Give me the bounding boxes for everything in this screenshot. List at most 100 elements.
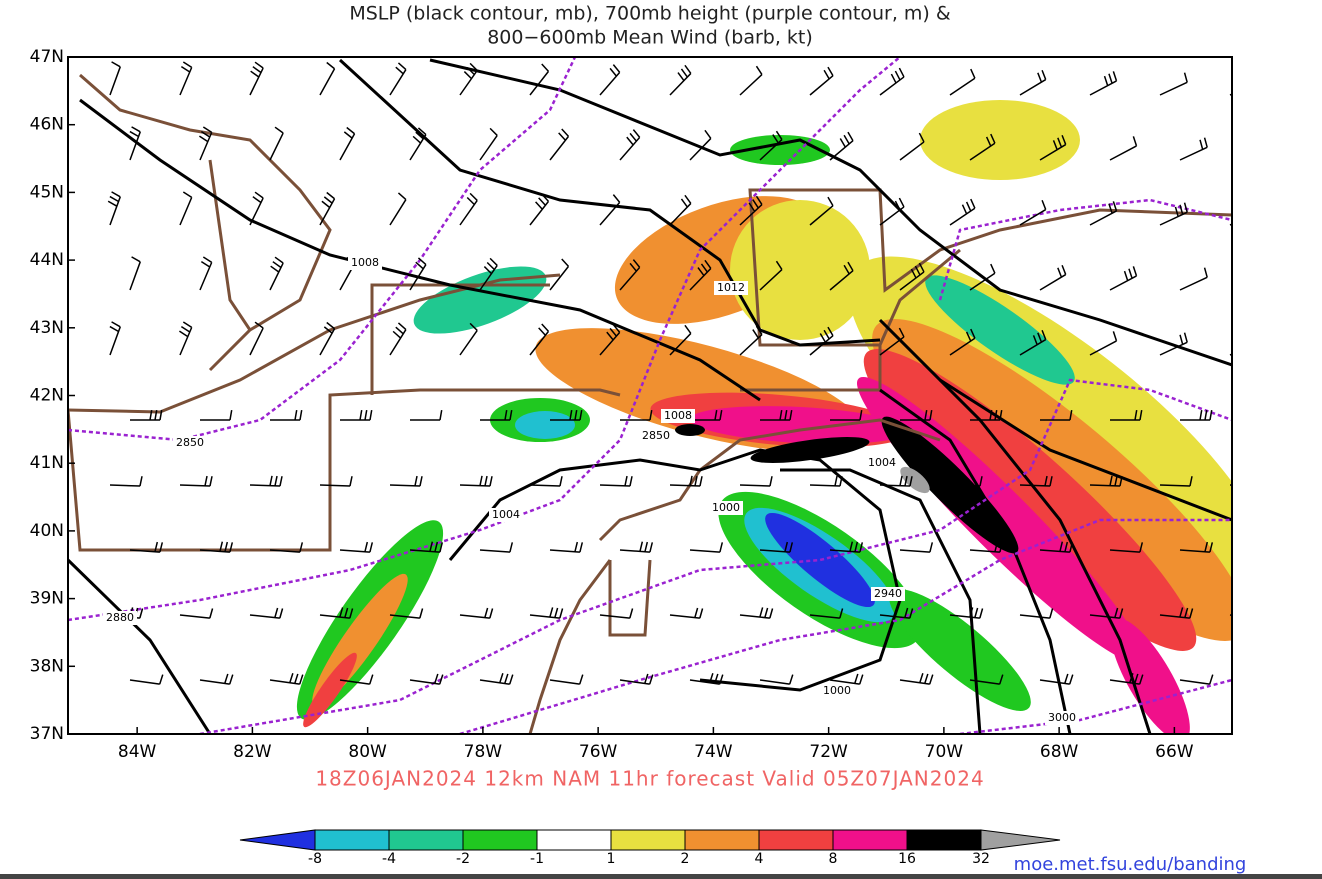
colorbar-swatch bbox=[684, 829, 760, 851]
wind-barb bbox=[339, 126, 356, 161]
wind-barb bbox=[759, 541, 794, 553]
wind-barb bbox=[389, 62, 407, 96]
bottom-strip bbox=[0, 874, 1322, 879]
x-tick-label: 78W bbox=[464, 742, 503, 762]
wind-barb bbox=[1159, 202, 1188, 226]
colorbar-swatch bbox=[314, 829, 390, 851]
wind-barb bbox=[1250, 139, 1278, 160]
wind-barb bbox=[1039, 264, 1067, 291]
x-tick-label: 80W bbox=[348, 742, 387, 762]
wind-barb bbox=[689, 673, 724, 685]
contour-label: 2850 bbox=[176, 436, 204, 449]
contour-label: 2880 bbox=[106, 611, 134, 624]
wind-barb bbox=[529, 607, 564, 619]
wind-barb bbox=[409, 541, 444, 553]
wind-barb bbox=[899, 673, 934, 685]
wind-barb bbox=[1229, 353, 1232, 356]
contour-label-box bbox=[709, 501, 743, 515]
wind-barb bbox=[760, 410, 793, 421]
wind-barb bbox=[199, 541, 234, 553]
wind-barb bbox=[599, 475, 633, 487]
wind-barb bbox=[669, 194, 692, 226]
wind-barb bbox=[549, 128, 570, 161]
wind-barb bbox=[1089, 331, 1118, 356]
contour-label-box bbox=[661, 409, 695, 423]
contour-label: 1008 bbox=[351, 256, 379, 269]
contour-label: 3000 bbox=[1048, 711, 1076, 724]
wind-barb bbox=[969, 674, 1004, 685]
x-tick-label: 74W bbox=[694, 742, 733, 762]
wind-barb bbox=[199, 673, 234, 685]
wind-barb bbox=[949, 476, 983, 487]
wind-barb bbox=[969, 133, 996, 161]
y-tick-label: 47N bbox=[30, 47, 64, 67]
colorbar-swatch bbox=[906, 829, 982, 851]
wind-barb bbox=[1039, 541, 1074, 553]
wind-barb bbox=[739, 476, 773, 487]
wind-barb bbox=[879, 67, 905, 96]
y-tick-label: 44N bbox=[30, 250, 64, 270]
wind-barb bbox=[1089, 607, 1124, 619]
wind-barb bbox=[249, 191, 264, 226]
contour-label-box bbox=[871, 587, 905, 601]
wind-barb bbox=[969, 263, 996, 291]
wind-barb bbox=[109, 476, 143, 487]
wind-barb bbox=[269, 126, 284, 161]
y-tick-label: 46N bbox=[30, 115, 64, 135]
y-tick-label: 45N bbox=[30, 182, 64, 202]
wind-barb bbox=[129, 126, 141, 161]
y-tick-label: 38N bbox=[30, 656, 64, 676]
colorbar-tick-label: 1 bbox=[607, 851, 616, 867]
wind-barb bbox=[619, 673, 654, 685]
y-tick-label: 41N bbox=[30, 453, 64, 473]
colorbar-tick-label: 32 bbox=[972, 851, 990, 867]
wind-barb bbox=[109, 61, 121, 96]
wind-barb bbox=[549, 674, 584, 685]
wind-barb bbox=[809, 608, 844, 619]
y-tick-label: 37N bbox=[30, 724, 64, 744]
wind-barb bbox=[879, 475, 913, 487]
wind-barb bbox=[1250, 674, 1283, 684]
wind-barb bbox=[739, 325, 763, 356]
wind-barb bbox=[830, 410, 863, 421]
contour-label-box bbox=[489, 508, 523, 522]
wind-barb bbox=[1019, 199, 1047, 226]
wind-barb bbox=[1179, 674, 1214, 685]
wind-barb bbox=[549, 541, 584, 553]
wind-barb bbox=[199, 256, 213, 291]
wind-barb bbox=[669, 475, 703, 487]
wind-barb bbox=[969, 541, 1004, 553]
wind-barb bbox=[389, 608, 424, 619]
wind-barb bbox=[759, 130, 783, 161]
wind-barb bbox=[129, 256, 141, 291]
y-tick-label: 40N bbox=[30, 521, 64, 541]
y-tick-label: 42N bbox=[30, 386, 64, 406]
precip-shading bbox=[296, 100, 1232, 734]
wind-barb bbox=[269, 542, 304, 553]
colorbar-swatch bbox=[980, 829, 1061, 851]
wind-barb bbox=[949, 328, 976, 356]
wind-barb bbox=[619, 541, 654, 553]
wind-barb bbox=[410, 410, 443, 421]
wind-barb bbox=[459, 607, 494, 619]
x-tick-label: 68W bbox=[1040, 742, 1079, 762]
colorbar-swatch bbox=[388, 829, 464, 851]
wind-barb bbox=[899, 262, 925, 291]
x-tick-label: 66W bbox=[1155, 742, 1194, 762]
wind-barb bbox=[1179, 267, 1208, 291]
wind-barb bbox=[409, 257, 427, 291]
wind-barb bbox=[1039, 673, 1074, 685]
colorbar-swatch bbox=[462, 829, 538, 851]
title-line: MSLP (black contour, mb), 700mb height (… bbox=[349, 3, 951, 25]
contour-label-box bbox=[173, 436, 207, 450]
wind-barb bbox=[1019, 475, 1053, 487]
colorbar-tick-label: 16 bbox=[898, 851, 916, 867]
wind-barb bbox=[1229, 614, 1232, 616]
wind-barb bbox=[739, 65, 763, 96]
wind-barb bbox=[879, 197, 905, 226]
source-url[interactable]: moe.met.fsu.edu/banding bbox=[1014, 854, 1247, 875]
colorbar-swatch bbox=[239, 829, 316, 851]
wind-barb bbox=[900, 410, 933, 421]
wind-barb bbox=[1039, 134, 1067, 161]
wind-barb bbox=[129, 541, 164, 553]
